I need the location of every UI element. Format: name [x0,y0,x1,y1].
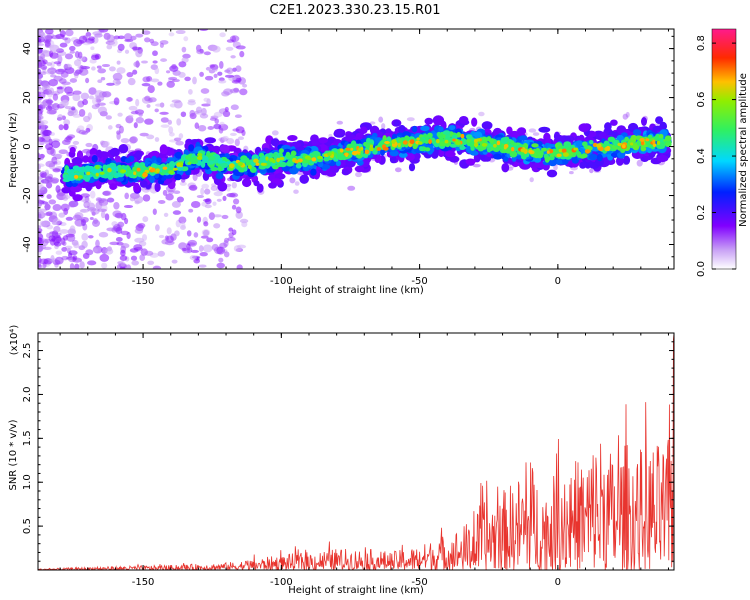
spectrogram-frame [37,28,675,270]
snr-ylabel: SNR (10 * v/v) [8,419,19,490]
snr-ytick-label: 2.0 [22,386,33,402]
spectrogram-ytick-label: 0 [22,143,33,149]
colorbar-tick-label: 0.2 [696,205,707,221]
snr-xtick-label: -150 [132,577,155,588]
figure-title: C2E1.2023.330.23.15.R01 [269,3,440,18]
snr-series-line [38,333,674,570]
spectrogram-xtick-label: 0 [555,276,561,287]
colorbar-label: Normalized spectral amplitude [738,73,749,227]
snr-ytick-label: 1.0 [22,474,33,490]
spectrogram-xtick-label: -50 [411,276,427,287]
snr-axes: -150 -100 -50 0 0.5 1.0 1.5 2.0 2.5 [22,333,674,588]
snr-ytick-label: 2.5 [22,343,33,359]
snr-line [38,333,674,570]
colorbar-tick-label: 0.6 [696,92,707,108]
snr-xtick-label: 0 [555,577,561,588]
spectrogram-plot: -150 -100 -50 0 -40 -20 0 20 40 Height of straig… [8,28,675,296]
colorbar-ticks: 0.0 0.2 0.4 0.6 0.8 [696,35,736,277]
spectrogram-xtick-label: -150 [132,276,155,287]
colorbar-tick-label: 0.0 [696,261,707,277]
spectrogram-heatmap [38,29,672,269]
spectrogram-ytick-label: 20 [22,91,33,104]
snr-xtick-label: -50 [411,577,427,588]
spectrogram-ylabel: Frequency (Hz) [8,112,19,188]
colorbar: 0.0 0.2 0.4 0.6 0.8 Normalized spectral ampl… [696,28,749,277]
spectrogram-xtick-label: -100 [270,276,293,287]
spectrogram-axes: -150 -100 -50 0 -40 -20 0 20 40 [22,29,674,287]
colorbar-tick-label: 0.4 [696,148,707,164]
snr-ytick-label: 1.5 [22,430,33,446]
spectrogram-ytick-label: -20 [22,187,33,203]
spectrogram-ytick-label: -40 [22,236,33,252]
spectrogram-xlabel: Height of straight line (km) [288,285,424,296]
snr-xlabel: Height of straight line (km) [288,585,424,596]
snr-xtick-label: -100 [270,577,293,588]
snr-ytick-label: 0.5 [22,518,33,534]
spectrogram-ytick-label: 40 [22,42,33,55]
colorbar-gradient [711,28,737,270]
snr-yscale-label: (x10⁴) [9,325,20,356]
snr-frame [37,332,675,571]
colorbar-tick-label: 0.8 [696,35,707,51]
snr-plot: -150 -100 -50 0 0.5 1.0 1.5 2.0 2.5 Height of st… [8,325,675,596]
